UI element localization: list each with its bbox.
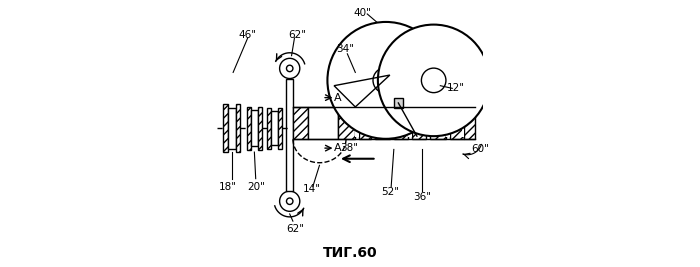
Text: 14": 14" [302,184,321,194]
Bar [394,107,408,139]
Text: 36": 36" [413,192,430,202]
Text: 60": 60" [471,144,489,154]
Text: 52": 52" [381,187,399,197]
Text: 12": 12" [447,83,465,93]
Bar [371,108,375,138]
Bar [246,107,251,150]
Circle shape [421,68,446,93]
Bar [449,107,464,139]
Bar [375,107,390,139]
Bar [338,107,356,139]
Bar [286,78,293,191]
Circle shape [279,191,300,211]
Circle shape [328,22,444,139]
Bar [464,107,475,139]
Circle shape [279,58,300,78]
Text: 40": 40" [353,8,371,18]
Text: 34": 34" [336,44,354,53]
Text: 18": 18" [219,182,237,192]
Bar [228,108,236,148]
Bar [271,111,277,146]
Bar [408,108,412,138]
Circle shape [373,68,399,93]
Bar [412,107,426,139]
Text: 62": 62" [286,224,304,234]
Circle shape [286,198,293,205]
Circle shape [378,25,489,136]
Bar [307,107,338,139]
Text: A: A [334,93,342,103]
Bar [390,108,394,138]
Bar [258,107,262,150]
Text: A: A [334,143,342,153]
Bar [461,108,464,138]
Text: 20": 20" [247,182,265,192]
Bar [427,108,430,138]
Bar [446,108,449,138]
Text: 62": 62" [288,30,306,40]
Text: 38": 38" [340,143,358,153]
Bar [223,104,228,152]
Text: ΤИГ.60: ΤИГ.60 [323,246,377,260]
Circle shape [286,65,293,72]
Text: 46": 46" [239,30,257,40]
Bar [293,107,307,139]
Bar [356,108,359,138]
Bar [236,104,240,152]
Bar [359,107,371,139]
Bar [277,108,281,148]
Bar [394,98,403,108]
Bar [267,108,271,148]
Bar [251,110,258,147]
Bar [430,107,446,139]
